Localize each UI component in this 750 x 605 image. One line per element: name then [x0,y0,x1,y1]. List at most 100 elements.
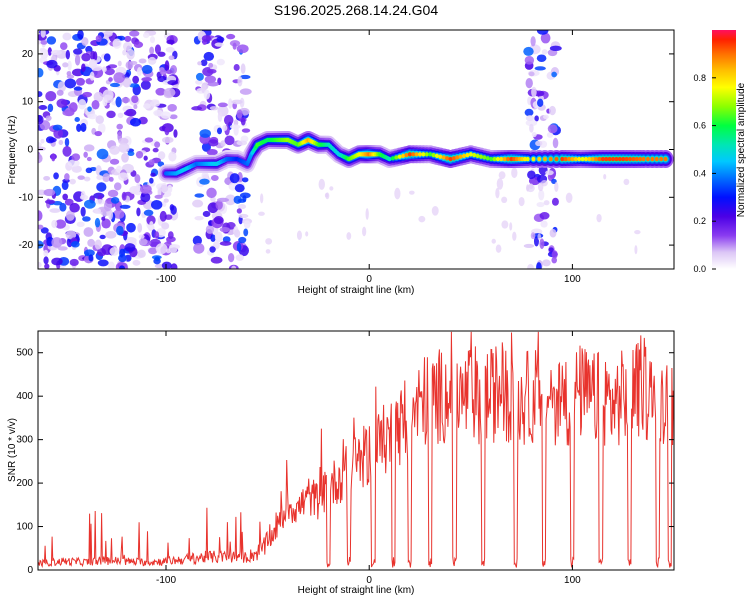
spectrogram-noise-blob [152,147,159,153]
spectrogram-noise-blob [531,132,537,138]
spectrogram-noise-blob [214,231,223,243]
spectrogram-noise-blob [539,212,550,220]
spectrogram-noise-blob [68,159,80,167]
spectrogram-ridge-mark [624,156,629,162]
spectrogram-faint-blob [305,231,309,237]
spectrogram-noise-blob [135,150,144,159]
spectrogram-noise-blob [69,178,76,185]
spectrogram-noise-blob [96,148,109,160]
spectrogram-faint-blob [495,244,502,253]
spectrogram-xtick-label: -100 [156,274,176,285]
spectrogram-noise-blob [233,64,240,71]
spectrogram-noise-blob [118,172,129,181]
spectrogram-noise-blob [223,114,234,126]
spectrogram-noise-blob [167,103,177,112]
spectrogram-noise-blob [51,153,56,162]
spectrogram-noise-blob [164,126,170,136]
spectrogram-noise-blob [229,173,240,184]
spectrogram-noise-blob [236,140,248,146]
spectrogram-noise-blob [95,35,102,43]
spectrogram-noise-blob [80,122,87,133]
spectrogram-faint-blob [540,179,548,187]
spectrogram-noise-blob [237,75,243,87]
spectrogram-ridge-mark [590,156,595,162]
spectrogram-noise-blob [40,40,48,45]
spectrogram-noise-blob [224,194,237,206]
spectrogram-noise-blob [69,102,78,113]
spectrogram-noise-blob [167,184,173,194]
spectrogram-noise-blob [170,263,178,269]
spectrogram-noise-blob [155,243,168,255]
colorbar-tick-label: 0.8 [693,73,706,83]
spectrogram-ridge-mark [587,156,592,162]
spectrogram-noise-blob [240,63,246,74]
spectrogram-ridge-mark [438,154,443,159]
spectrogram-noise-blob [173,129,178,138]
spectrogram-noise-blob [124,35,132,43]
spectrogram-noise-blob [83,176,91,182]
snr-xtick-label: 100 [564,575,581,586]
spectrogram-faint-blob [496,178,504,190]
spectrogram-ridge-mark [455,155,460,160]
spectrogram-ridge-mark [600,156,605,162]
spectrogram-noise-blob [122,49,127,56]
spectrogram-ridge-mark [441,155,446,160]
snr-ytick-label: 400 [16,391,33,402]
spectrogram-noise-blob [159,210,167,222]
spectrogram-noise-blob [118,142,130,153]
spectrogram-noise-blob [168,244,178,254]
spectrogram-noise-blob [86,156,92,162]
spectrogram-faint-blob [498,171,506,180]
snr-xtick-label: 0 [366,575,372,586]
spectrogram-noise-blob [57,246,68,251]
spectrogram-ytick-label: -20 [19,240,34,251]
spectrogram-ridge-mark [567,156,571,162]
spectrogram-noise-blob [91,99,100,110]
spectrogram-noise-blob [239,192,251,199]
spectrogram-noise-blob [83,144,95,152]
spectrogram-ridge-mark [465,152,470,158]
spectrogram-noise-blob [229,124,241,130]
spectrogram-noise-blob [149,100,161,107]
spectrogram-noise-blob [193,242,205,254]
spectrogram-noise-blob [169,114,178,120]
spectrogram-ridge-mark [458,154,463,159]
spectrogram-ridge-mark [387,156,392,162]
spectrogram-noise-blob [529,123,534,133]
spectrogram-noise-blob [109,82,120,88]
spectrogram-noise-blob [129,117,142,127]
spectrogram-faint-blob [318,178,325,190]
spectrogram-noise-blob [77,175,85,180]
spectrogram-noise-blob [80,206,86,217]
spectrogram-noise-blob [224,135,235,146]
spectrogram-noise-blob [164,60,170,72]
spectrogram-ridge-mark [397,154,402,159]
spectrogram-noise-blob [236,109,243,119]
spectrogram-noise-blob [129,30,140,37]
snr-ytick-label: 200 [16,478,33,489]
spectrogram-noise-blob [538,189,545,201]
spectrogram-noise-blob [143,103,151,109]
spectrogram-noise-blob [50,49,62,56]
spectrogram-noise-blob [116,225,124,236]
spectrogram-faint-blob [491,238,496,244]
spectrogram-ridge-mark [641,156,646,162]
spectrogram-noise-blob [157,151,166,160]
spectrogram-faint-blob [329,186,334,191]
spectrogram-ridge-mark [411,152,416,157]
spectrogram-noise-blob [71,241,80,248]
spectrogram-noise-blob [137,249,146,258]
spectrogram-noise-blob [121,191,127,201]
spectrogram-noise-blob [105,231,117,239]
spectrogram-noise-blob [118,137,129,145]
spectrogram-noise-blob [206,68,217,74]
spectrogram-noise-blob [195,72,204,81]
spectrogram-noise-blob [137,223,143,233]
spectrogram-ytick-label: 0 [27,145,33,156]
spectrogram-faint-blob [495,187,500,199]
spectrogram-noise-blob [241,177,249,183]
spectrogram-ridge-mark [421,152,426,157]
spectrogram-noise-blob [53,128,64,139]
spectrogram-noise-blob [536,30,549,35]
spectrogram-noise-blob [163,198,169,203]
